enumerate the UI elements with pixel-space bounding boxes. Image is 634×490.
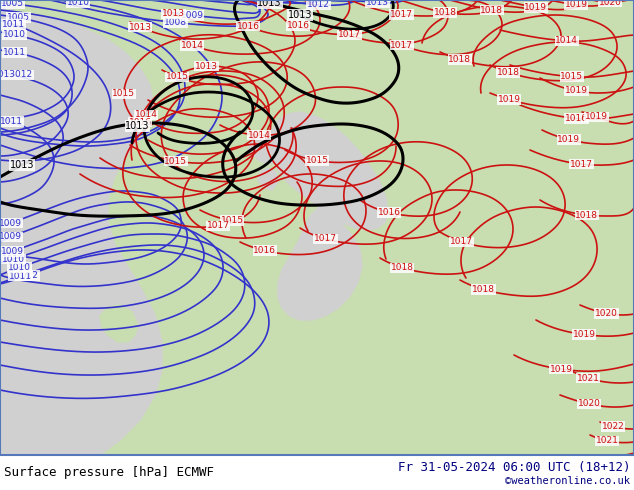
Text: 1015: 1015 <box>165 73 189 81</box>
Text: 1010: 1010 <box>67 0 90 7</box>
Text: 1009: 1009 <box>1 247 23 256</box>
Text: 1017: 1017 <box>207 221 230 230</box>
Text: 1022: 1022 <box>602 422 624 431</box>
Text: 1010: 1010 <box>2 255 25 264</box>
Text: 1017: 1017 <box>570 160 593 169</box>
Text: 1011: 1011 <box>3 48 26 57</box>
Text: 1011: 1011 <box>9 271 32 281</box>
Text: 1012: 1012 <box>16 271 39 280</box>
Polygon shape <box>100 305 138 342</box>
Text: 1015: 1015 <box>560 72 583 81</box>
Text: 1013: 1013 <box>162 9 185 19</box>
Text: ©weatheronline.co.uk: ©weatheronline.co.uk <box>505 476 630 486</box>
Text: 1013: 1013 <box>288 10 313 20</box>
Text: 1018: 1018 <box>472 285 495 294</box>
Polygon shape <box>270 112 388 230</box>
Text: 1009: 1009 <box>181 11 204 20</box>
Text: Fr 31-05-2024 06:00 UTC (18+12): Fr 31-05-2024 06:00 UTC (18+12) <box>398 461 630 473</box>
Text: 1019: 1019 <box>565 86 588 96</box>
Text: Surface pressure [hPa] ECMWF: Surface pressure [hPa] ECMWF <box>4 466 214 479</box>
Polygon shape <box>588 12 625 35</box>
Text: 1020: 1020 <box>595 309 618 318</box>
Polygon shape <box>0 0 162 455</box>
Text: 1017: 1017 <box>390 10 413 19</box>
Text: 1010: 1010 <box>8 263 31 272</box>
Polygon shape <box>558 25 595 50</box>
Text: 1019: 1019 <box>573 330 595 339</box>
Text: 1015: 1015 <box>112 90 135 98</box>
Text: 1018: 1018 <box>434 8 456 17</box>
Text: 1013: 1013 <box>129 23 152 31</box>
Text: 1013012: 1013012 <box>0 71 34 79</box>
Text: 1016: 1016 <box>236 22 260 31</box>
Text: 1013: 1013 <box>10 160 34 170</box>
Text: 1020: 1020 <box>578 399 600 409</box>
Text: 1018: 1018 <box>391 263 414 272</box>
Polygon shape <box>0 305 140 455</box>
Text: 1020: 1020 <box>598 0 621 6</box>
Text: 1017: 1017 <box>391 41 413 49</box>
Text: 1015: 1015 <box>164 157 188 166</box>
Text: 1016: 1016 <box>377 208 401 217</box>
Text: 1010: 1010 <box>3 30 26 39</box>
Text: 1018: 1018 <box>448 55 471 64</box>
Polygon shape <box>0 0 634 455</box>
Text: 1019: 1019 <box>585 112 608 121</box>
Text: 1009: 1009 <box>0 219 22 228</box>
Text: 1016: 1016 <box>129 118 152 127</box>
Text: 1018: 1018 <box>481 5 503 15</box>
Text: 1005: 1005 <box>7 13 30 22</box>
Text: 1018: 1018 <box>497 68 520 77</box>
Text: 1019: 1019 <box>557 135 580 144</box>
Text: 1016: 1016 <box>565 114 588 123</box>
Text: 1019: 1019 <box>498 95 521 104</box>
Text: 1013: 1013 <box>126 121 150 131</box>
Text: 1015: 1015 <box>221 216 243 225</box>
Text: 1011: 1011 <box>0 117 23 126</box>
Polygon shape <box>258 168 278 190</box>
Text: 1019: 1019 <box>565 0 588 9</box>
Text: 1014: 1014 <box>134 110 157 120</box>
Text: 1017: 1017 <box>450 237 473 246</box>
Text: 1017: 1017 <box>314 235 337 244</box>
Text: 1013: 1013 <box>257 0 282 8</box>
Text: 1015: 1015 <box>306 156 328 165</box>
Text: 1017: 1017 <box>338 30 361 39</box>
Text: 1009: 1009 <box>0 232 22 242</box>
Text: 1008: 1008 <box>164 18 187 27</box>
Text: 1012: 1012 <box>307 0 330 9</box>
Text: 1005: 1005 <box>1 0 24 8</box>
Text: 1016: 1016 <box>254 246 276 255</box>
Text: 1013: 1013 <box>195 62 218 71</box>
Text: 1011: 1011 <box>2 20 25 29</box>
Text: 1019: 1019 <box>524 3 547 12</box>
Polygon shape <box>278 208 362 320</box>
Polygon shape <box>0 455 634 490</box>
Text: 1014: 1014 <box>248 130 271 140</box>
Text: 1021: 1021 <box>596 436 619 445</box>
Text: 1014: 1014 <box>555 36 578 46</box>
Text: 1013: 1013 <box>366 0 389 7</box>
Text: 1019: 1019 <box>550 365 573 374</box>
Polygon shape <box>248 134 282 164</box>
Text: 1018: 1018 <box>575 211 598 220</box>
Text: 1014: 1014 <box>181 41 204 50</box>
Text: 1021: 1021 <box>577 373 600 383</box>
Text: 1016: 1016 <box>287 22 309 30</box>
